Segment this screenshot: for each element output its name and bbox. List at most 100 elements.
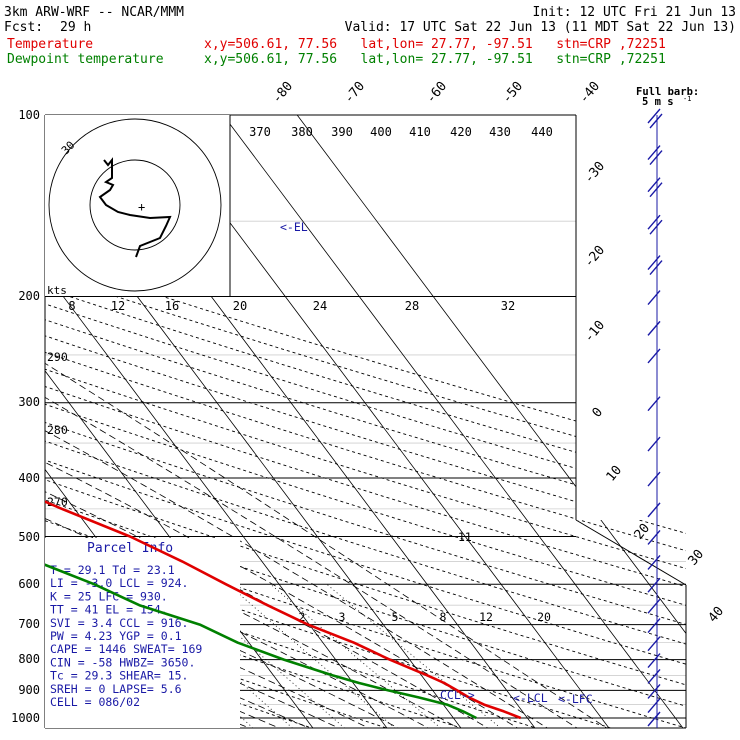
wind-barb <box>647 348 661 364</box>
hodograph-speed-ticks: 8 12 16 20 24 28 32 <box>68 299 515 313</box>
mixing-ratio-line <box>326 583 502 728</box>
wind-barb <box>647 683 661 699</box>
parcel-info-row: Tc = 29.3 SHEAR= 15. <box>50 669 188 683</box>
hodograph-outer-ring <box>48 118 222 292</box>
temp-label-m70: -70 <box>342 79 369 107</box>
wind-barb <box>647 177 663 198</box>
wind-barb <box>647 396 661 412</box>
wind-barb <box>647 530 661 545</box>
theta-left-280: 280 <box>47 423 68 437</box>
temp-label-30: 30 <box>686 547 708 569</box>
fcst-label: Fcst: <box>4 20 43 35</box>
wind-barb <box>647 698 661 714</box>
dry-adiabat <box>0 115 20 731</box>
theta-label: 420 <box>450 125 472 139</box>
temperature-profile <box>45 500 522 720</box>
pressure-label-1000: 1000 <box>11 711 40 725</box>
wind-barb <box>647 255 663 276</box>
parcel-info-row: LI = -3.0 LCL = 924. <box>50 576 188 590</box>
speed-tick: 12 <box>111 299 125 313</box>
moist-adiabat <box>45 362 576 709</box>
pressure-label-200: 200 <box>18 289 40 303</box>
mixing-ratio-label: 2 <box>299 610 306 624</box>
wind-barb <box>647 436 661 452</box>
temp-label-m50: -50 <box>500 79 527 107</box>
mixing-ratio-label: 3 <box>339 610 346 624</box>
pressure-label-500: 500 <box>18 530 40 544</box>
profiles <box>45 500 522 720</box>
fcst-value: 29 h <box>60 20 91 35</box>
theta-label: 390 <box>331 125 353 139</box>
dry-adiabat <box>45 479 576 653</box>
valid-time: Valid: 17 UTC Sat 22 Jun 13 (11 MDT Sat … <box>345 20 736 35</box>
parcel-info-row: K = 25 LFC = 930. <box>50 589 168 603</box>
hodograph: + 30 kts <box>45 115 231 297</box>
temp-label-m40: -40 <box>577 79 604 107</box>
header: 3km ARW-WRF -- NCAR/MMM Init: 12 UTC Fri… <box>4 5 736 67</box>
speed-tick: 20 <box>233 299 247 313</box>
wind-barb <box>647 668 661 684</box>
wind-barb <box>647 618 661 634</box>
wind-barb <box>647 554 661 570</box>
pressure-label-700: 700 <box>18 617 40 631</box>
annotation-11: 11 <box>458 530 472 544</box>
parcel-info-row: SREH = 0 LAPSE= 5.6 <box>50 682 182 696</box>
temperature-axis: -80 -70 -60 -50 -40 -30 -20 -10 0 10 20 … <box>270 79 728 626</box>
speed-tick: 24 <box>313 299 327 313</box>
speed-tick: 32 <box>501 299 515 313</box>
wind-barb <box>647 471 661 487</box>
mixing-ratio-label: 5 <box>392 610 399 624</box>
theta-labels: 370 380 390 400 410 420 430 440 <box>249 125 553 139</box>
speed-tick: 28 <box>405 299 419 313</box>
annotations: <-EL 11 CCL-> <-LCL <-LFC <box>280 220 593 706</box>
mixing-ratio-label: 20 <box>537 610 551 624</box>
speed-tick: 8 <box>68 299 75 313</box>
el-marker: <-EL <box>280 220 308 234</box>
wind-barbs <box>647 108 663 728</box>
frame-step <box>575 519 687 586</box>
temp-label-m80: -80 <box>270 79 297 107</box>
model-title: 3km ARW-WRF -- NCAR/MMM <box>4 5 184 20</box>
theta-left-290: 290 <box>47 350 68 364</box>
isotherm <box>576 584 684 728</box>
parcel-info-row: CAPE = 1446 SWEAT= 169 <box>50 642 202 656</box>
theta-label: 430 <box>489 125 511 139</box>
mixing-ratio-line <box>270 583 442 728</box>
temp-label-10: 10 <box>604 463 626 485</box>
wind-barb <box>647 108 663 129</box>
dewpoint-info: x,y=506.61, 77.56 lat,lon= 27.77, -97.51… <box>204 52 666 67</box>
hodograph-trace <box>98 157 172 258</box>
wind-barb <box>647 145 663 166</box>
mixing-ratio-label: 8 <box>440 610 447 624</box>
dry-adiabat <box>45 541 576 718</box>
speed-tick: 16 <box>165 299 179 313</box>
barb-legend-unit: -1 <box>683 95 691 103</box>
theta-label: 400 <box>370 125 392 139</box>
pressure-label-400: 400 <box>18 471 40 485</box>
theta-left-labels: 290 280 270 <box>47 350 68 509</box>
parcel-info-title: Parcel Info <box>87 541 173 556</box>
dry-adiabat <box>45 520 576 696</box>
diagram-grid-lower <box>0 115 686 731</box>
barb-legend-line1: Full barb: <box>636 86 699 98</box>
temperature-legend: Temperature <box>7 37 93 52</box>
hodograph-kts-label: kts <box>47 284 67 297</box>
pressure-label-300: 300 <box>18 395 40 409</box>
hodograph-inner-ring <box>89 159 181 251</box>
dry-adiabat <box>45 440 576 613</box>
pressure-label-800: 800 <box>18 652 40 666</box>
temp-label-20: 20 <box>632 521 654 543</box>
moist-adiabat <box>45 491 489 728</box>
temp-label-m10: -10 <box>582 318 609 346</box>
wind-barb <box>647 653 661 669</box>
mixing-ratio-line <box>180 583 346 728</box>
temp-label-0: 0 <box>590 405 607 421</box>
wind-barb <box>647 711 661 727</box>
moist-adiabat <box>45 461 519 728</box>
temp-label-m60: -60 <box>424 79 451 107</box>
theta-label: 410 <box>409 125 431 139</box>
temperature-info: x,y=506.61, 77.56 lat,lon= 27.77, -97.51… <box>204 37 666 52</box>
isotherm <box>0 115 19 731</box>
dry-adiabat <box>45 272 576 437</box>
temp-label-m30: -30 <box>582 159 609 187</box>
